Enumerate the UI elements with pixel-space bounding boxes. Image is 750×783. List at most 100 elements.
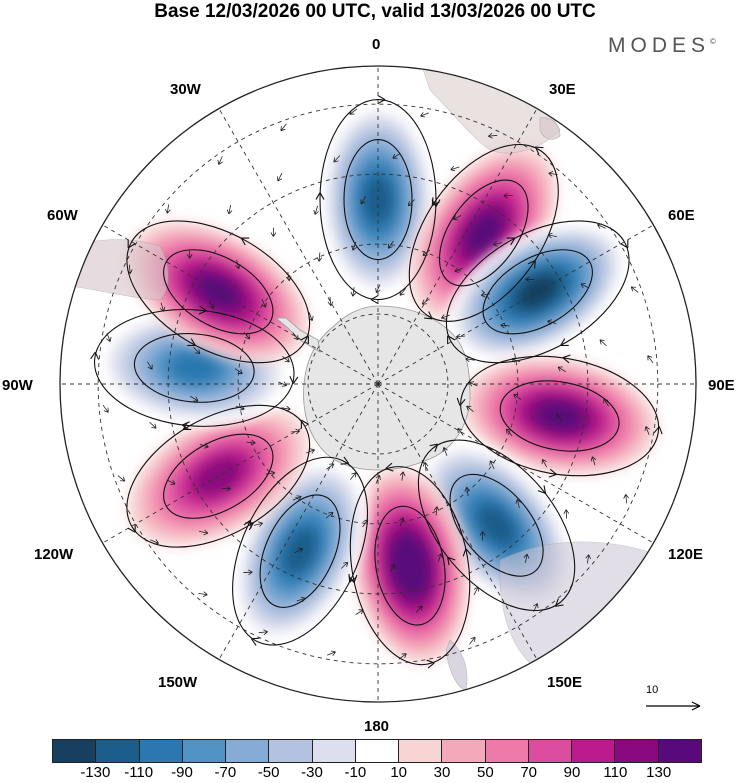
wind-arrow (277, 172, 283, 182)
wind-arrow (447, 556, 456, 566)
australia (499, 541, 691, 682)
wind-arrow (597, 223, 606, 229)
lon-label-120e: 120E (668, 546, 704, 563)
wind-arrow (377, 95, 386, 105)
wind-arrow (426, 659, 435, 669)
colorbar-tick-label: 50 (476, 764, 494, 781)
colorbar-swatch (528, 740, 573, 762)
wind-arrow (527, 259, 536, 269)
wind-arrow (245, 522, 254, 531)
wind-arrow (226, 205, 233, 215)
wind-arrow (437, 553, 443, 563)
wind-arrow (385, 462, 394, 472)
wind-arrow (301, 335, 309, 344)
wind-arrow (217, 156, 223, 165)
streamline (163, 249, 274, 335)
colorbar-tick-label: 70 (520, 764, 537, 781)
colorbar-tick-label: 90 (563, 764, 581, 781)
colorbar-tick-label: -70 (214, 764, 237, 781)
wind-arrow (106, 333, 112, 342)
wind-arrow (350, 287, 357, 297)
wind-arrow (292, 332, 299, 341)
wind-arrow (281, 405, 291, 412)
streamline (343, 139, 413, 261)
wind-arrow (465, 356, 475, 363)
brand-text: MODES (608, 34, 711, 57)
colorbar-tick-label: 30 (433, 764, 451, 781)
wind-arrow (193, 346, 201, 355)
wind-arrow (563, 509, 570, 519)
wind-arrow (473, 586, 479, 596)
wind-arrow (351, 241, 357, 251)
wind-arrow (127, 239, 136, 249)
wind-arrow (147, 361, 153, 370)
wind-arrow (462, 548, 472, 557)
wind-arrow (308, 312, 314, 321)
lon-label-30e: 30E (549, 81, 576, 98)
colorbar-swatch (53, 740, 97, 762)
wind-arrow (599, 339, 607, 347)
positive-anomaly-center (460, 356, 659, 476)
wind-arrow (523, 553, 530, 563)
wind-arrow (102, 404, 109, 413)
graticule (60, 66, 696, 702)
wind-arrow (422, 461, 429, 472)
wind-arrow (150, 539, 159, 545)
wind-arrow (325, 511, 334, 519)
colorbar-tick-label: -30 (301, 764, 323, 781)
antarctica (303, 305, 471, 471)
streamline (126, 220, 311, 364)
wind-arrow (580, 283, 590, 289)
wind-arrow (315, 192, 325, 200)
wind-arrow (420, 112, 429, 118)
wind-arrow (294, 547, 304, 554)
wind-arrow (489, 460, 495, 470)
streamline (408, 143, 559, 322)
wind-arrow (480, 291, 491, 298)
wind-arrow (235, 259, 241, 269)
streamline (374, 505, 446, 626)
colorbar-tick-label: 130 (646, 764, 672, 781)
wind-arrow (585, 554, 591, 564)
wind-arrow (547, 232, 557, 239)
colorbar-swatch (355, 740, 400, 762)
wind-arrow (90, 351, 100, 360)
streamline (259, 494, 341, 608)
colorbar-swatch (442, 740, 486, 762)
colorbar-swatch (96, 740, 140, 762)
wind-arrow (258, 629, 268, 635)
wind-arrow (290, 428, 301, 435)
wind-arrow (623, 494, 629, 504)
wind-arrow (340, 561, 349, 569)
wind-arrow (243, 331, 251, 340)
wind-arrow (285, 271, 292, 282)
wind-arrow (278, 381, 288, 387)
madagascar (539, 117, 561, 140)
wind-arrow (296, 596, 306, 603)
colorbar-swatch (399, 740, 443, 762)
wind-arrow (422, 249, 431, 257)
wind-arrow (198, 591, 208, 597)
wind-arrow (127, 264, 133, 274)
wind-arrow (457, 427, 464, 436)
wind-arrow (159, 302, 166, 312)
streamline (445, 220, 630, 364)
lon-label-180: 180 (364, 718, 390, 735)
wind-arrow (149, 421, 157, 429)
wind-arrow (261, 298, 267, 308)
wind-arrow (265, 470, 276, 477)
colorbar-tick-label: -90 (171, 764, 193, 781)
wind-arrow (515, 499, 521, 509)
wind-arrow (316, 252, 323, 262)
colorbar (52, 739, 702, 763)
wind-arrow (421, 298, 430, 305)
wind-arrow (534, 146, 544, 155)
wind-arrow (350, 472, 357, 480)
wind-arrow (181, 421, 190, 431)
wind-arrow (554, 598, 564, 607)
wind-arrow (429, 443, 439, 452)
colorbar-swatch (182, 740, 227, 762)
wind-arrow (340, 456, 350, 465)
wind-arrow (313, 205, 319, 215)
wind-arrow (198, 305, 207, 315)
